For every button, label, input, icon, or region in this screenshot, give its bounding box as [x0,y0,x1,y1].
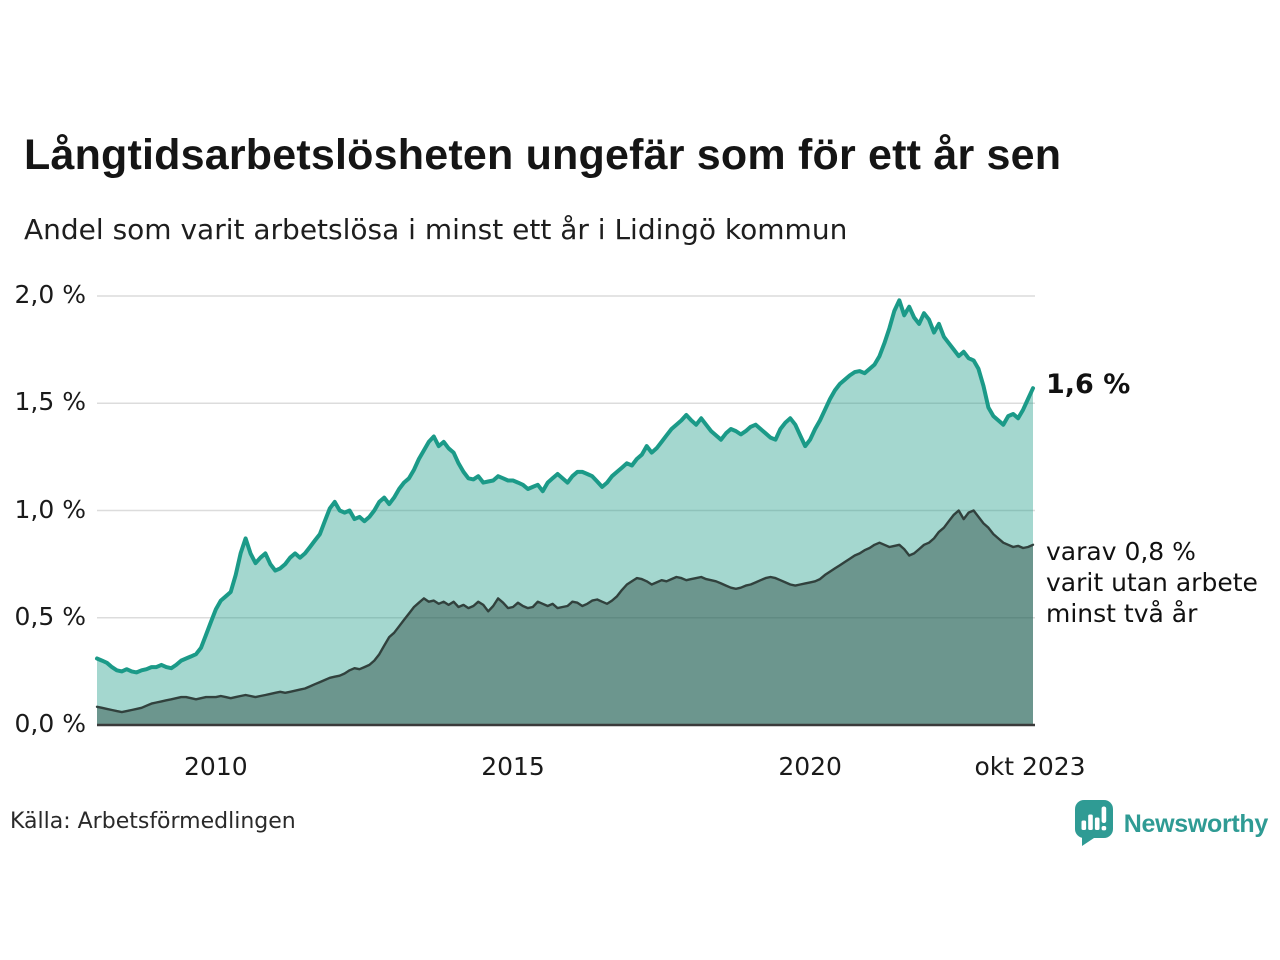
newsworthy-logo: Newsworthy [1074,799,1268,849]
chart-title: Långtidsarbetslösheten ungefär som för e… [24,131,1062,179]
chart-subtitle: Andel som varit arbetslösa i minst ett å… [24,213,848,246]
secondary-series-annotation: varav 0,8 % varit utan arbete minst två … [1046,536,1258,629]
y-axis-tick-label: 0,0 % [14,709,86,738]
y-axis-tick-label: 1,5 % [14,387,86,417]
source-credit: Källa: Arbetsförmedlingen [10,809,296,834]
series-two-years-fill [97,510,1033,725]
y-axis-tick-label: 2,0 % [14,280,86,309]
series-two-years-line [95,509,1035,714]
newsworthy-logo-text: Newsworthy [1123,809,1269,838]
x-axis-tick-label: 2010 [184,752,248,781]
x-axis-tick-label: 2015 [481,752,545,781]
series-total-line [95,298,1035,675]
y-axis-tick-label: 1,0 % [14,494,86,524]
area-chart [95,295,1035,727]
x-axis-tick-label: 2020 [778,752,842,781]
x-axis-tick-label: okt 2023 [974,752,1086,781]
latest-value-label: 1,6 % [1046,369,1131,400]
secondary-annotation-line: varav 0,8 % [1046,537,1196,566]
newsworthy-logo-icon [1074,800,1113,846]
secondary-annotation-line: varit utan arbete [1046,568,1258,597]
series-total-fill [97,300,1033,725]
y-axis-tick-label: 0,5 % [14,601,86,631]
chart-area: 2,0 % 1,5 % 1,0 % 0,5 % 0,0 % 2010 2015 2020 okt… [0,280,1280,781]
secondary-annotation-line: minst två år [1046,599,1198,628]
